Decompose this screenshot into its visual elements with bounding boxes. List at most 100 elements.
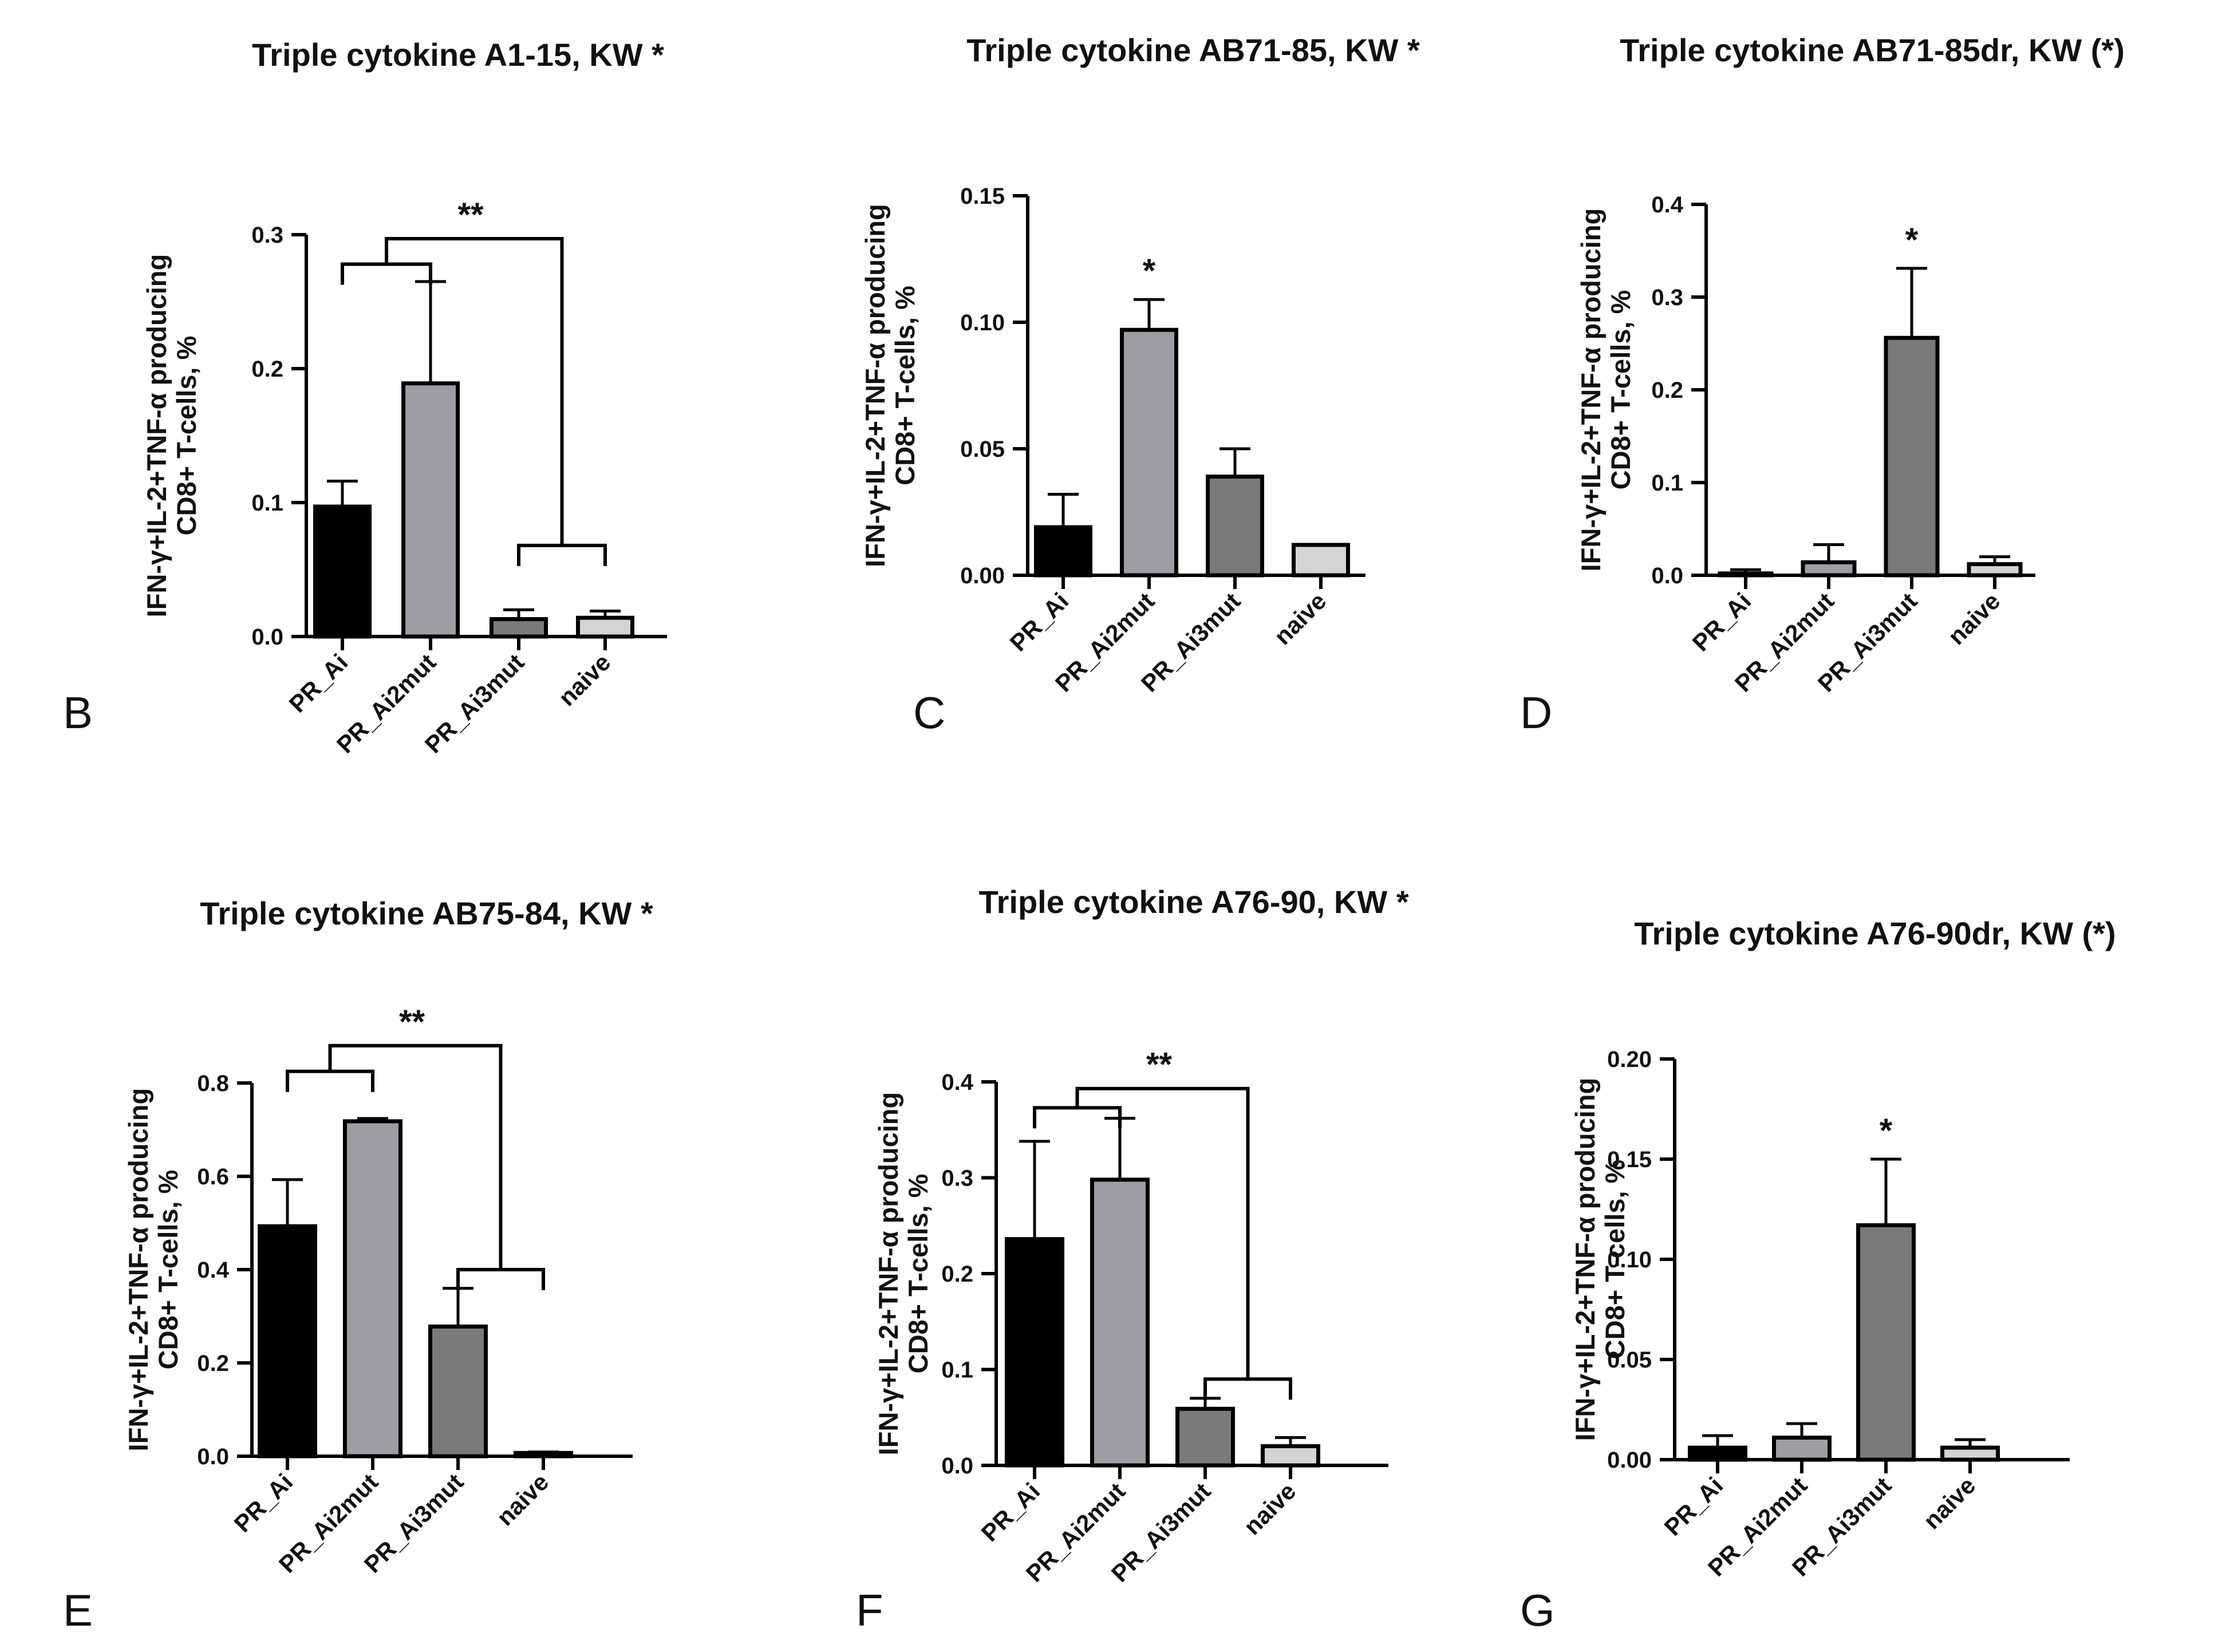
- x-tick-label: naive: [1943, 587, 2005, 650]
- chart-panel-c: Triple cytokine AB71-85, KW * C IFN-γ+IL-2…: [860, 32, 1420, 738]
- chart-title: Triple cytokine A1-15, KW *: [252, 37, 664, 73]
- y-tick-label: 0.4: [1651, 192, 1683, 218]
- bar-pr_ai: [313, 504, 372, 639]
- y-axis-label: IFN-γ+IL-2+TNF-α producingCD8+ T-cells, …: [1570, 1078, 1630, 1441]
- y-tick-label: 0.0: [1651, 563, 1683, 588]
- y-axis-label-line2: CD8+ T-cells, %: [1605, 290, 1636, 490]
- bar-pr_ai: [1688, 1445, 1747, 1462]
- panel-label: C: [913, 687, 945, 738]
- y-axis-label-line2: CD8+ T-cells, %: [890, 286, 920, 485]
- x-tick-label: naive: [553, 649, 615, 711]
- comparison-bracket-left: [286, 1069, 374, 1092]
- significance-label: **: [399, 1003, 425, 1041]
- bar-pr_ai2mut: [1120, 327, 1178, 578]
- y-axis-label-line2: CD8+ T-cells, %: [1600, 1160, 1630, 1359]
- x-tick-label: PR_Ai: [1005, 587, 1074, 657]
- bar-pr_ai3mut: [490, 617, 548, 639]
- y-axis-label-line2: CD8+ T-cells, %: [153, 1170, 183, 1370]
- significance-label: **: [1146, 1046, 1173, 1084]
- y-axis-label: IFN-γ+IL-2+TNF-α producingCD8+ T-cells, …: [123, 1088, 183, 1452]
- y-axis-label-line1: IFN-γ+IL-2+TNF-α producing: [141, 254, 172, 618]
- bar-pr_ai: [1005, 1237, 1064, 1468]
- y-tick-label: 0.0: [251, 625, 283, 650]
- panel-label: G: [1520, 1585, 1555, 1635]
- y-axis-label: IFN-γ+IL-2+TNF-α producingCD8+ T-cells, …: [873, 1092, 933, 1456]
- y-axis-label-line2: CD8+ T-cells, %: [171, 336, 202, 536]
- significance-star: *: [1143, 252, 1156, 290]
- y-tick-label: 0.15: [960, 184, 1005, 209]
- y-tick-label: 0.4: [197, 1258, 229, 1283]
- panel-label: E: [63, 1585, 93, 1635]
- bar-pr_ai3mut: [1206, 475, 1264, 578]
- y-tick-label: 0.6: [197, 1164, 229, 1189]
- bar-naive: [1261, 1444, 1320, 1468]
- y-tick-label: 0.2: [197, 1351, 229, 1376]
- chart-panel-g: Triple cytokine A76-90dr, KW (*) G IFN-γ+I…: [1520, 915, 2116, 1635]
- chart-title: Triple cytokine A76-90, KW *: [978, 884, 1408, 920]
- y-tick-label: 0.2: [1651, 378, 1683, 403]
- y-tick-label: 0.3: [1651, 285, 1683, 310]
- y-axis-label: IFN-γ+IL-2+TNF-α producingCD8+ T-cells, …: [141, 254, 202, 618]
- y-tick-label: 0.2: [251, 357, 283, 382]
- bar-pr_ai2mut: [1090, 1177, 1150, 1468]
- bar-pr_ai3mut: [1175, 1406, 1235, 1468]
- chart-title: Triple cytokine AB71-85, KW *: [966, 32, 1420, 68]
- bar-pr_ai3mut: [1884, 335, 1940, 578]
- y-tick-label: 0.05: [1607, 1347, 1652, 1373]
- x-tick-label: naive: [1238, 1477, 1301, 1540]
- x-tick-label: naive: [491, 1468, 554, 1531]
- y-axis-label-line1: IFN-γ+IL-2+TNF-α producing: [1570, 1078, 1600, 1441]
- bar-naive: [1940, 1445, 2000, 1462]
- comparison-bracket-top: [328, 1044, 503, 1270]
- y-tick-label: 0.8: [197, 1071, 229, 1096]
- comparison-bracket-top: [1075, 1086, 1250, 1380]
- chart-title: Triple cytokine A76-90dr, KW (*): [1634, 915, 2116, 951]
- y-tick-label: 0.0: [197, 1444, 229, 1469]
- y-tick-label: 0.05: [960, 437, 1005, 462]
- bar-pr_ai2mut: [343, 1119, 402, 1459]
- y-tick-label: 0.00: [960, 563, 1005, 588]
- comparison-bracket-top: [385, 237, 564, 546]
- y-tick-label: 0.0: [941, 1453, 973, 1479]
- panel-label: D: [1520, 687, 1552, 738]
- chart-title: Triple cytokine AB71-85dr, KW (*): [1620, 32, 2125, 68]
- y-tick-label: 0.00: [1607, 1448, 1652, 1473]
- chart-title: Triple cytokine AB75-84, KW *: [200, 895, 653, 931]
- y-axis-label-line1: IFN-γ+IL-2+TNF-α producing: [873, 1092, 903, 1456]
- y-axis-label-line1: IFN-γ+IL-2+TNF-α producing: [860, 204, 890, 567]
- y-axis-label: IFN-γ+IL-2+TNF-α producingCD8+ T-cells, …: [860, 204, 920, 567]
- x-tick-label: PR_Ai: [1687, 587, 1757, 657]
- x-tick-label: PR_Ai: [229, 1468, 298, 1538]
- x-tick-label: PR_Ai: [284, 649, 353, 718]
- y-tick-label: 0.3: [941, 1166, 973, 1191]
- bar-naive: [576, 615, 634, 639]
- y-tick-label: 0.15: [1607, 1147, 1652, 1172]
- comparison-bracket-right: [517, 543, 607, 566]
- panel-label: B: [63, 687, 93, 738]
- y-tick-label: 0.20: [1607, 1047, 1652, 1072]
- comparison-bracket-right: [1203, 1377, 1292, 1400]
- x-tick-label: PR_Ai: [1659, 1472, 1728, 1541]
- y-axis-label-line1: IFN-γ+IL-2+TNF-α producing: [123, 1088, 153, 1452]
- x-tick-label: naive: [1918, 1472, 1980, 1534]
- significance-star: *: [1905, 222, 1919, 259]
- bar-pr_ai3mut: [1856, 1223, 1916, 1462]
- y-tick-label: 0.10: [960, 310, 1005, 335]
- bar-pr_ai2mut: [401, 381, 460, 639]
- significance-label: **: [458, 196, 484, 234]
- y-tick-label: 0.4: [941, 1070, 973, 1095]
- bar-pr_ai3mut: [428, 1324, 488, 1459]
- y-tick-label: 0.10: [1607, 1247, 1652, 1272]
- y-tick-label: 0.3: [251, 223, 283, 248]
- x-tick-label: PR_Ai: [976, 1477, 1045, 1547]
- bar-pr_ai2mut: [1801, 560, 1857, 578]
- bar-pr_ai: [258, 1224, 317, 1459]
- chart-panel-d: Triple cytokine AB71-85dr, KW (*) D IFN-γ+…: [1520, 32, 2125, 738]
- chart-panel-e: Triple cytokine AB75-84, KW * E IFN-γ+IL-2…: [63, 895, 653, 1635]
- bar-pr_ai: [1034, 525, 1092, 578]
- chart-panel-f: Triple cytokine A76-90, KW * F IFN-γ+IL-2+…: [856, 884, 1409, 1635]
- y-axis-label-line2: CD8+ T-cells, %: [903, 1174, 933, 1374]
- panel-label: F: [856, 1585, 883, 1635]
- chart-panel-b: Triple cytokine A1-15, KW * B IFN-γ+IL-2+T…: [63, 37, 667, 758]
